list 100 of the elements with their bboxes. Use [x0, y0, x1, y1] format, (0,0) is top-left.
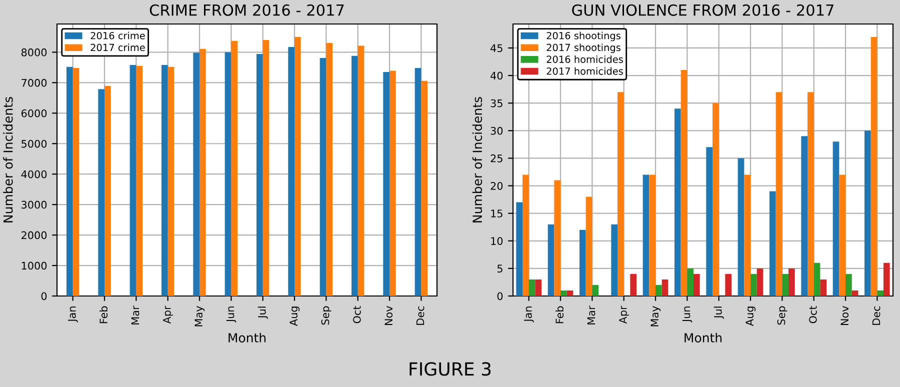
bar	[656, 284, 662, 296]
bar	[706, 147, 712, 296]
x-tick-label: Aug	[290, 306, 300, 326]
x-tick-label: May	[194, 306, 205, 326]
bar	[168, 66, 174, 296]
y-axis-title: Number of Incidents	[472, 97, 482, 222]
bar	[66, 66, 73, 296]
bar	[200, 48, 206, 296]
x-tick-label: Nov	[840, 306, 849, 326]
bar	[884, 262, 890, 296]
bar	[390, 70, 396, 296]
bar	[611, 224, 618, 296]
x-tick-label: Feb	[555, 306, 564, 324]
bar	[262, 40, 270, 296]
bar	[231, 40, 238, 296]
bar	[814, 262, 820, 296]
bar	[725, 274, 732, 296]
y-tick-label: 30	[490, 126, 503, 135]
x-tick-label: Mar	[587, 306, 596, 324]
x-axis-title: Month	[684, 332, 722, 342]
bar	[712, 103, 719, 296]
y-tick-label: 6000	[21, 109, 47, 118]
bar	[694, 274, 700, 296]
y-tick-label: 10	[491, 237, 503, 245]
legend-label: 2016 shootings	[546, 32, 620, 42]
bar	[750, 274, 757, 296]
bar	[352, 56, 358, 296]
x-tick-label: Jun	[682, 306, 692, 323]
y-tick-label: 3000	[22, 200, 47, 209]
bar	[852, 290, 858, 296]
x-tick-label: May	[650, 306, 661, 326]
bar	[130, 64, 136, 296]
bar	[358, 46, 364, 296]
bar	[808, 92, 814, 296]
legend-label: 2016 crime	[90, 32, 145, 40]
bar	[864, 130, 871, 296]
bar	[839, 174, 846, 296]
bar	[224, 52, 232, 296]
x-tick-label: Aug	[746, 306, 756, 326]
x-tick-label: Mar	[131, 306, 140, 324]
x-tick-label: Jul	[714, 306, 724, 319]
bar	[516, 202, 522, 296]
bar	[642, 174, 650, 296]
bar	[832, 142, 840, 296]
bar	[756, 268, 764, 296]
y-tick-label: 2000	[22, 231, 47, 240]
bar	[421, 80, 428, 296]
legend-label: 2017 crime	[90, 44, 145, 52]
bar	[586, 196, 592, 296]
bar	[98, 89, 104, 296]
bar	[820, 279, 826, 296]
x-tick-label: Jun	[226, 306, 236, 323]
bar	[294, 36, 301, 296]
bar	[414, 68, 422, 296]
bar	[548, 224, 554, 296]
y-tick-label: 0	[497, 292, 503, 300]
bar	[788, 268, 795, 296]
y-tick-label: 4000	[21, 170, 47, 178]
bar	[193, 52, 200, 296]
y-tick-label: 7000	[22, 78, 47, 87]
x-tick-label: Apr	[619, 306, 629, 324]
bar	[288, 47, 294, 296]
legend-label: 2016 homicides	[546, 55, 623, 63]
y-tick-label: 5000	[22, 140, 47, 148]
bar	[320, 58, 326, 296]
x-tick-label: Feb	[99, 306, 108, 324]
bar	[528, 279, 536, 296]
bar	[674, 108, 681, 296]
bar	[870, 36, 878, 296]
bar	[566, 290, 574, 296]
y-tick-label: 45	[490, 44, 502, 52]
bar	[326, 43, 332, 296]
x-tick-label: Nov	[384, 306, 393, 326]
bar	[162, 64, 168, 296]
y-tick-label: 0	[41, 292, 47, 300]
y-tick-label: 1000	[22, 262, 47, 270]
y-tick-label: 15	[491, 210, 502, 218]
chart-title: GUN VIOLENCE FROM 2016 - 2017	[572, 4, 834, 16]
bar	[630, 274, 636, 296]
bar	[776, 92, 782, 296]
bar	[846, 274, 852, 296]
bar	[687, 268, 694, 296]
bar	[770, 191, 776, 296]
y-tick-label: 20	[490, 182, 503, 190]
legend-label: 2017 homicides	[546, 67, 623, 75]
bar	[554, 180, 560, 296]
y-tick-label: 35	[490, 99, 502, 108]
bar	[136, 66, 142, 296]
x-tick-label: Jul	[258, 306, 268, 319]
bar	[801, 136, 808, 296]
bar	[738, 158, 744, 296]
y-tick-label: 40	[490, 72, 503, 80]
x-tick-label: Jan	[524, 306, 534, 322]
y-tick-label: 5	[497, 264, 502, 273]
y-tick-label: 25	[490, 154, 502, 162]
bar	[649, 174, 656, 296]
bar	[535, 279, 542, 296]
x-tick-label: Oct	[808, 306, 817, 324]
x-tick-label: Sep	[321, 306, 332, 325]
bar	[104, 86, 111, 296]
